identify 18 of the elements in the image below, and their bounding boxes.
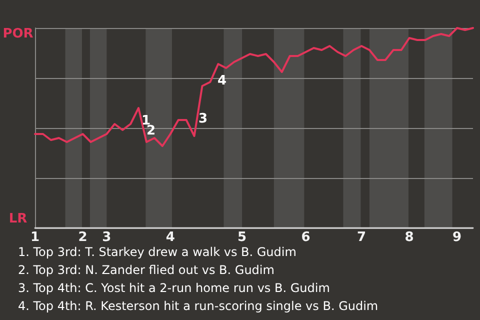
text: 4. Top 4th: R. Kesterson hit a run-scoring single vs B. Gudim <box>18 299 378 313</box>
annotation: 4 <box>217 74 227 88</box>
annotation: 3 <box>198 112 208 126</box>
x-tick-label: 2 <box>78 230 88 245</box>
text: 1. Top 3rd: T. Starkey drew a walk vs B. Gudim <box>18 245 296 259</box>
text: 2. Top 3rd: N. Zander flied out vs B. Gudim <box>18 263 274 277</box>
x-tick-label: 3 <box>102 230 112 245</box>
text: POR <box>2 26 34 42</box>
x-tick-label: 4 <box>166 230 175 245</box>
annotation: 2 <box>146 124 156 138</box>
x-tick-label: 8 <box>404 230 414 245</box>
x-tick-label: 9 <box>452 230 462 245</box>
x-tick-label: 6 <box>301 230 310 245</box>
x-tick-label: 5 <box>238 230 247 245</box>
text: LR <box>8 212 28 226</box>
x-tick-label: 1 <box>30 230 40 245</box>
x-tick-label: 7 <box>356 230 366 245</box>
text: 3. Top 4th: C. Yost hit a 2-run home run vs B. Gudim <box>18 281 330 295</box>
